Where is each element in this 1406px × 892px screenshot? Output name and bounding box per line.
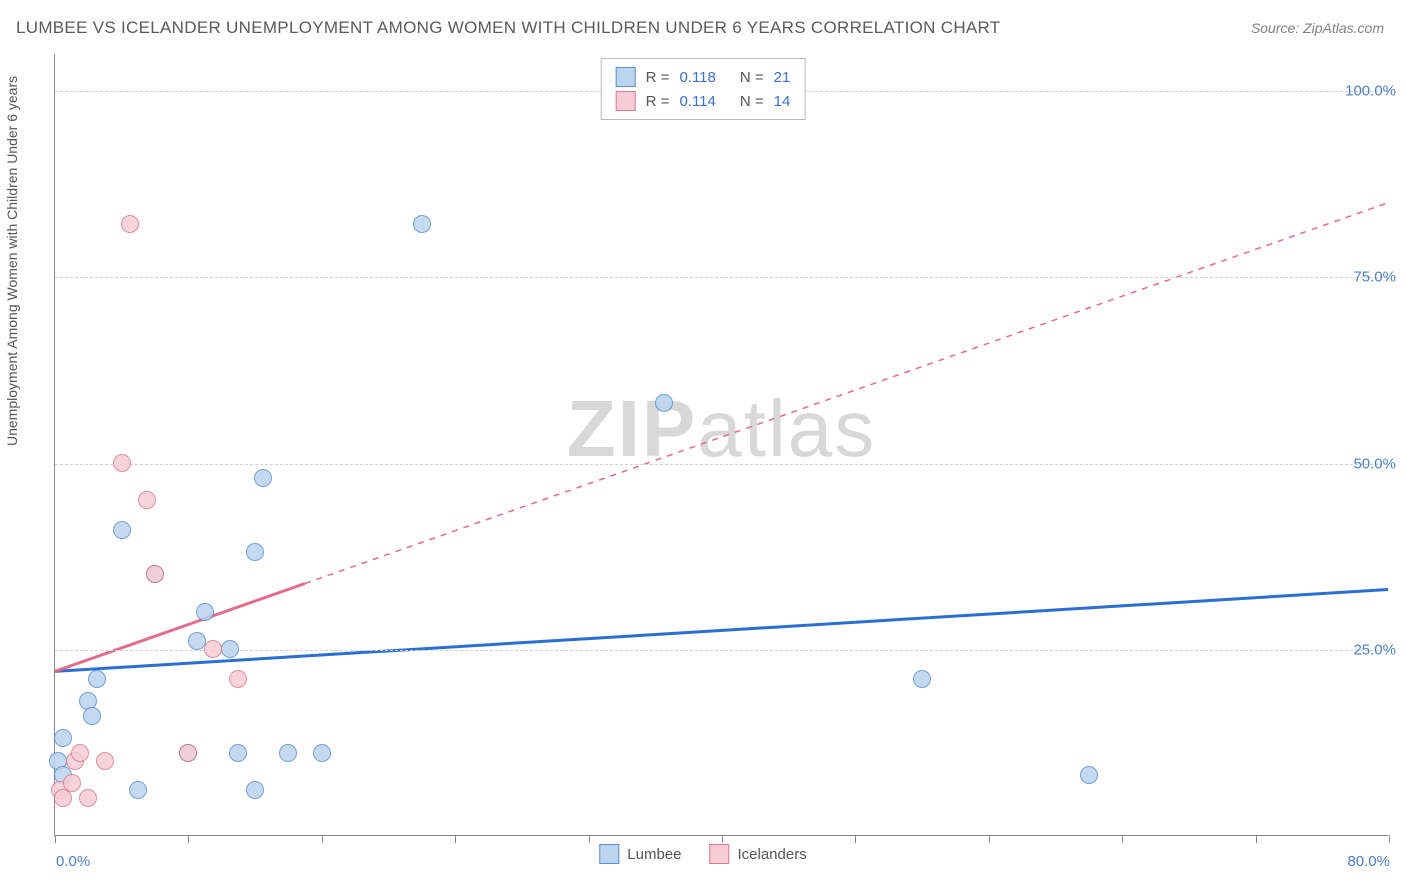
watermark-bold: ZIP bbox=[567, 384, 697, 473]
data-point bbox=[54, 729, 72, 747]
n-label: N = bbox=[740, 69, 764, 86]
legend-item: Icelanders bbox=[710, 844, 807, 864]
r-label: R = bbox=[646, 69, 670, 86]
data-point bbox=[113, 521, 131, 539]
data-point bbox=[179, 744, 197, 762]
data-point bbox=[88, 670, 106, 688]
x-tick bbox=[322, 835, 323, 843]
data-point bbox=[188, 632, 206, 650]
r-label: R = bbox=[646, 93, 670, 110]
gridline bbox=[55, 277, 1388, 278]
data-point bbox=[83, 707, 101, 725]
y-tick-label: 25.0% bbox=[1353, 641, 1396, 658]
data-point bbox=[204, 640, 222, 658]
data-point bbox=[655, 394, 673, 412]
data-point bbox=[1080, 766, 1098, 784]
legend-swatch bbox=[616, 67, 636, 87]
n-value: 14 bbox=[774, 93, 791, 110]
data-point bbox=[96, 752, 114, 770]
x-tick bbox=[722, 835, 723, 843]
x-max-label: 80.0% bbox=[1347, 853, 1390, 870]
stats-legend: R = 0.118 N = 21 R = 0.114 N = 14 bbox=[601, 58, 806, 120]
data-point bbox=[79, 789, 97, 807]
x-tick bbox=[589, 835, 590, 843]
data-point bbox=[246, 781, 264, 799]
r-value: 0.118 bbox=[679, 69, 715, 86]
x-tick bbox=[855, 835, 856, 843]
x-tick bbox=[1122, 835, 1123, 843]
data-point bbox=[146, 565, 164, 583]
data-point bbox=[63, 774, 81, 792]
data-point bbox=[229, 670, 247, 688]
gridline bbox=[55, 464, 1388, 465]
x-tick bbox=[1256, 835, 1257, 843]
chart-title: LUMBEE VS ICELANDER UNEMPLOYMENT AMONG W… bbox=[16, 18, 1001, 38]
y-tick-label: 50.0% bbox=[1353, 455, 1396, 472]
data-point bbox=[121, 215, 139, 233]
r-value: 0.114 bbox=[679, 93, 715, 110]
x-tick bbox=[55, 835, 56, 843]
x-tick bbox=[188, 835, 189, 843]
data-point bbox=[913, 670, 931, 688]
n-label: N = bbox=[740, 93, 764, 110]
data-point bbox=[413, 215, 431, 233]
y-tick-label: 100.0% bbox=[1345, 83, 1396, 100]
y-tick-label: 75.0% bbox=[1353, 269, 1396, 286]
legend-swatch bbox=[710, 844, 730, 864]
x-tick bbox=[455, 835, 456, 843]
gridline bbox=[55, 650, 1388, 651]
trend-lines bbox=[55, 54, 1388, 835]
data-point bbox=[229, 744, 247, 762]
x-tick bbox=[1389, 835, 1390, 843]
legend-swatch bbox=[616, 91, 636, 111]
data-point bbox=[71, 744, 89, 762]
legend-swatch bbox=[599, 844, 619, 864]
legend-label: Lumbee bbox=[627, 846, 681, 863]
data-point bbox=[129, 781, 147, 799]
watermark: ZIPatlas bbox=[567, 383, 876, 475]
x-tick bbox=[989, 835, 990, 843]
n-value: 21 bbox=[774, 69, 791, 86]
legend-item: Lumbee bbox=[599, 844, 681, 864]
data-point bbox=[221, 640, 239, 658]
stats-row: R = 0.114 N = 14 bbox=[616, 89, 791, 113]
data-point bbox=[196, 603, 214, 621]
stats-row: R = 0.118 N = 21 bbox=[616, 65, 791, 89]
data-point bbox=[279, 744, 297, 762]
y-axis-label: Unemployment Among Women with Children U… bbox=[4, 76, 20, 446]
watermark-rest: atlas bbox=[697, 384, 876, 473]
data-point bbox=[113, 454, 131, 472]
plot-area: ZIPatlas bbox=[54, 54, 1388, 836]
data-point bbox=[254, 469, 272, 487]
data-point bbox=[313, 744, 331, 762]
source-label: Source: ZipAtlas.com bbox=[1251, 20, 1384, 36]
x-min-label: 0.0% bbox=[56, 853, 90, 870]
data-point bbox=[138, 491, 156, 509]
data-point bbox=[246, 543, 264, 561]
legend-label: Icelanders bbox=[738, 846, 807, 863]
bottom-legend: Lumbee Icelanders bbox=[599, 844, 806, 864]
